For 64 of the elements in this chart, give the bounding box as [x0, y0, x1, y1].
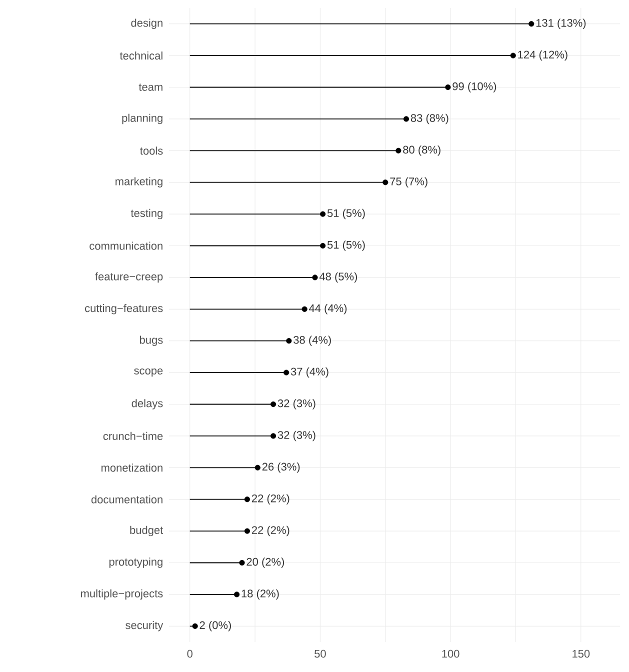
y-tick-label: scope [134, 368, 163, 377]
y-tick-label: documentation [91, 495, 162, 504]
y-tick-label: multiple−projects [81, 589, 163, 600]
y-tick-label: feature−creep [95, 272, 163, 283]
point [254, 464, 260, 470]
point [270, 401, 276, 408]
y-tick-label: tools [140, 146, 163, 155]
data-label: 51 (5%) [327, 240, 365, 251]
data-label: 83 (8%) [410, 114, 448, 124]
point [284, 370, 290, 376]
point [403, 116, 410, 122]
point [320, 211, 326, 217]
data-label: 124 (12%) [518, 50, 568, 61]
point [382, 180, 388, 186]
x-tick-label: 0 [187, 650, 192, 658]
point [312, 274, 318, 280]
point [510, 52, 516, 58]
data-label: 48 (5%) [319, 272, 358, 283]
y-tick-label: budget [130, 526, 164, 536]
point [244, 528, 250, 534]
data-label: 99 (10%) [452, 82, 496, 92]
y-tick-label: communication [90, 242, 162, 250]
y-tick-label: testing [130, 208, 162, 220]
y-tick-label: monetization [102, 464, 162, 472]
y-tick-label: bugs [140, 336, 163, 346]
y-tick-label: cutting−features [85, 304, 163, 314]
y-tick-label: marketing [116, 177, 162, 188]
point [244, 496, 250, 502]
point [528, 21, 534, 27]
data-label: 80 (8%) [403, 146, 440, 156]
data-label: 37 (4%) [290, 367, 328, 378]
data-label: 32 (3%) [278, 399, 316, 410]
data-label: 38 (4%) [294, 336, 331, 346]
point [445, 84, 451, 90]
point [302, 306, 308, 312]
y-tick-label: design [131, 18, 162, 29]
data-label: 20 (2%) [246, 558, 284, 568]
y-tick-label: team [138, 84, 162, 91]
point [192, 623, 198, 629]
data-label: 75 (7%) [390, 177, 428, 188]
data-label: 32 (3%) [278, 430, 316, 442]
y-tick-label: crunch−time [103, 432, 163, 440]
y-tick-label: security [126, 621, 164, 632]
point [286, 338, 292, 344]
point [396, 148, 402, 154]
point [270, 433, 276, 439]
point [239, 560, 245, 566]
point [234, 592, 240, 598]
y-tick-label: prototyping [109, 558, 162, 568]
data-label: 22 (2%) [252, 494, 290, 504]
y-tick-label: technical [120, 52, 162, 60]
data-label: 22 (2%) [252, 526, 290, 536]
x-tick-label: 100 [442, 650, 460, 658]
data-label: 44 (4%) [309, 304, 347, 314]
point [320, 242, 326, 249]
y-tick-label: planning [122, 114, 162, 124]
data-label: 51 (5%) [327, 208, 365, 220]
data-label: 131 (13%) [536, 18, 586, 29]
data-label: 2 (0%) [200, 621, 231, 632]
data-label: 18 (2%) [242, 589, 279, 600]
y-tick-label: delays [132, 399, 163, 410]
data-label: 26 (3%) [262, 462, 300, 473]
x-tick-label: 150 [572, 650, 590, 658]
x-tick-label: 50 [314, 650, 326, 658]
